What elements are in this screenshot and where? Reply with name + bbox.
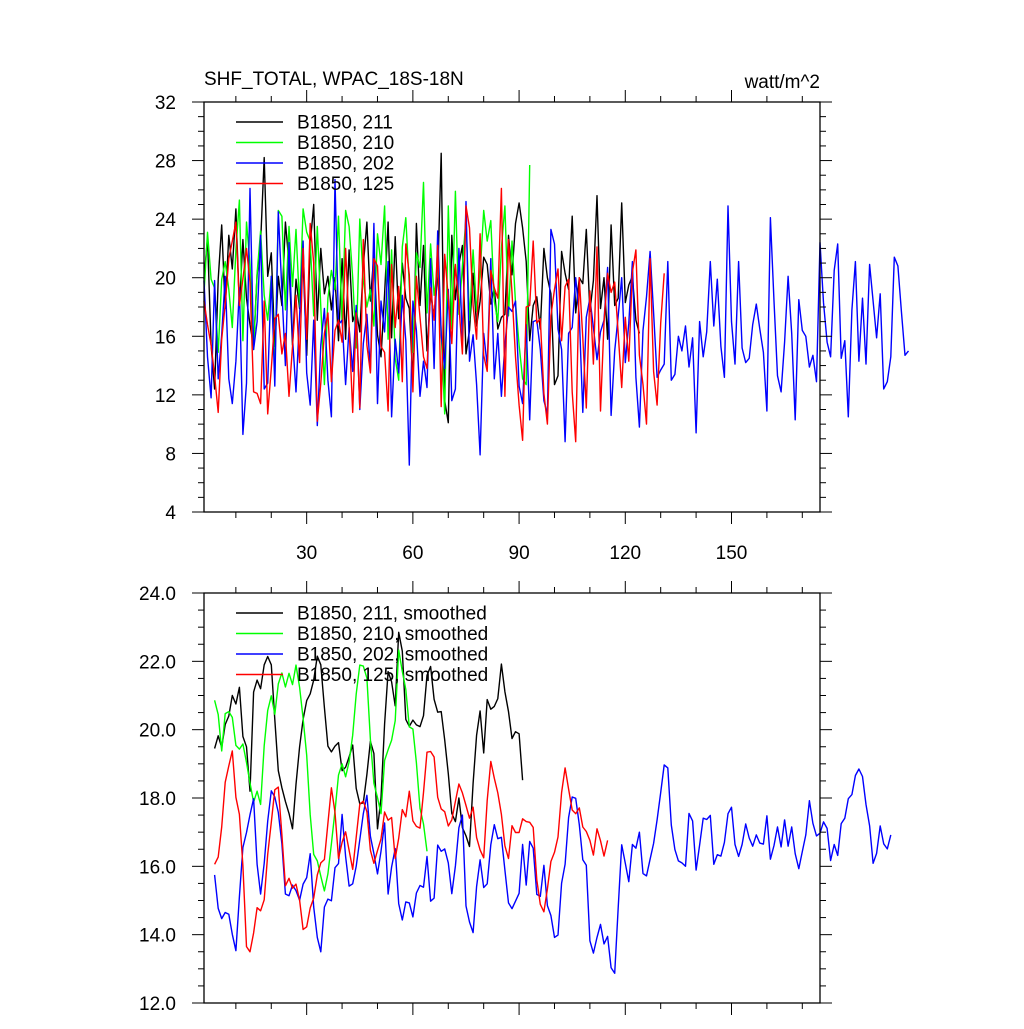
- legend-label: B1850, 210, smoothed: [297, 624, 488, 645]
- y-tick-label: 20.0: [139, 721, 176, 742]
- y-tick-label: 16.0: [139, 857, 176, 878]
- series-layer: [203, 152, 910, 466]
- series-line-3: [213, 750, 609, 953]
- x-tick-label: 30: [296, 543, 317, 564]
- axis-ticks: 4 8 12 16 20 24 28 32 30 60 90 120 150: [155, 90, 832, 564]
- series-line-3: [203, 187, 665, 443]
- top-panel: SHF_TOTAL, WPAC_18S-18N watt/m^2 4 8 12 16 2…: [155, 69, 910, 564]
- y-tick-label: 24: [155, 210, 177, 231]
- y-tick-label: 8: [165, 444, 176, 465]
- y-tick-label: 12.0: [139, 994, 176, 1015]
- series-line-2: [203, 178, 910, 466]
- y-tick-label: 24.0: [139, 584, 176, 605]
- series-line-1: [213, 649, 428, 892]
- series-layer: [213, 631, 892, 974]
- x-tick-label: 150: [716, 543, 748, 564]
- legend-label: B1850, 210: [297, 133, 394, 154]
- y-tick-label: 18.0: [139, 789, 176, 810]
- y-tick-label: 20: [155, 269, 176, 290]
- legend-label: B1850, 202, smoothed: [297, 645, 488, 666]
- chart-title: SHF_TOTAL, WPAC_18S-18N: [204, 69, 464, 90]
- legend-label: B1850, 125, smoothed: [297, 665, 488, 686]
- y-tick-label: 32: [155, 93, 176, 114]
- bottom-panel: 12.0 14.0 16.0 18.0 20.0 22.0 24.0 B1850, 211,…: [139, 581, 892, 1015]
- units-label: watt/m^2: [744, 72, 820, 93]
- y-tick-label: 16: [155, 327, 176, 348]
- series-line-1: [203, 164, 531, 415]
- legend-label: B1850, 125: [297, 174, 394, 195]
- legend-label: B1850, 211, smoothed: [297, 604, 487, 625]
- axis-ticks: 12.0 14.0 16.0 18.0 20.0 22.0 24.0: [139, 581, 832, 1015]
- y-tick-label: 28: [155, 152, 176, 173]
- y-tick-label: 4: [165, 503, 176, 524]
- y-tick-label: 12: [155, 386, 176, 407]
- y-tick-label: 22.0: [139, 652, 176, 673]
- x-tick-label: 60: [402, 543, 423, 564]
- y-tick-label: 14.0: [139, 926, 176, 947]
- series-line-2: [213, 764, 892, 974]
- x-tick-label: 120: [609, 543, 641, 564]
- x-tick-label: 90: [509, 543, 530, 564]
- legend-label: B1850, 202: [297, 154, 394, 175]
- legend-label: B1850, 211: [297, 113, 393, 134]
